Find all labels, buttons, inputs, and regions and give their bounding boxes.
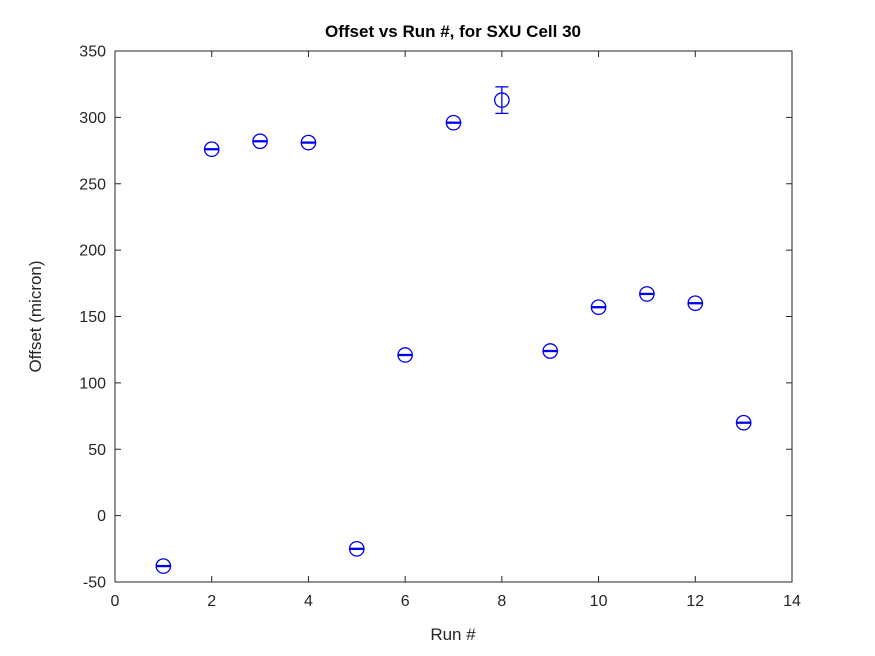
- y-tick-label: 250: [79, 176, 106, 193]
- y-tick-label: 50: [88, 442, 106, 459]
- data-point-marker: [252, 133, 268, 150]
- data-point-marker: [639, 286, 655, 302]
- y-tick-label: 0: [97, 508, 106, 525]
- x-tick-label: 12: [686, 593, 704, 610]
- data-point-marker: [300, 134, 317, 151]
- data-point-marker: [155, 558, 172, 574]
- x-tick-label: 14: [783, 593, 801, 610]
- y-tick-label: 150: [79, 309, 106, 326]
- x-tick-label: 4: [304, 593, 313, 610]
- x-tick-label: 6: [401, 593, 410, 610]
- y-tick-label: 100: [79, 375, 106, 392]
- data-point-marker: [348, 540, 365, 557]
- data-point-marker: [590, 299, 607, 316]
- data-point-marker: [397, 347, 413, 363]
- x-tick-label: 0: [111, 593, 120, 610]
- x-tick-label: 2: [207, 593, 216, 610]
- y-tick-label: 200: [79, 243, 106, 260]
- data-point-marker: [203, 141, 220, 158]
- x-tick-label: 10: [590, 593, 608, 610]
- y-tick-label: 300: [79, 110, 106, 127]
- data-point-marker: [542, 343, 559, 359]
- data-point-marker: [735, 414, 752, 431]
- data-point-marker: [687, 295, 704, 312]
- plot-area-box: [114, 50, 793, 583]
- x-axis-ticks: 0 2 4 6 8 10 12 14: [111, 51, 801, 610]
- x-axis-label: Run #: [430, 625, 476, 644]
- y-tick-label: -50: [83, 575, 106, 592]
- data-point-marker: [445, 114, 462, 131]
- y-tick-label: 350: [79, 44, 106, 61]
- chart-title: Offset vs Run #, for SXU Cell 30: [325, 22, 581, 41]
- y-axis-ticks: -50 0 50 100 150 200 250 300 350: [79, 44, 792, 592]
- data-point-marker: [494, 92, 510, 108]
- x-tick-label: 8: [497, 593, 506, 610]
- y-axis-label: Offset (micron): [26, 260, 45, 372]
- errorbar-series: [155, 86, 752, 574]
